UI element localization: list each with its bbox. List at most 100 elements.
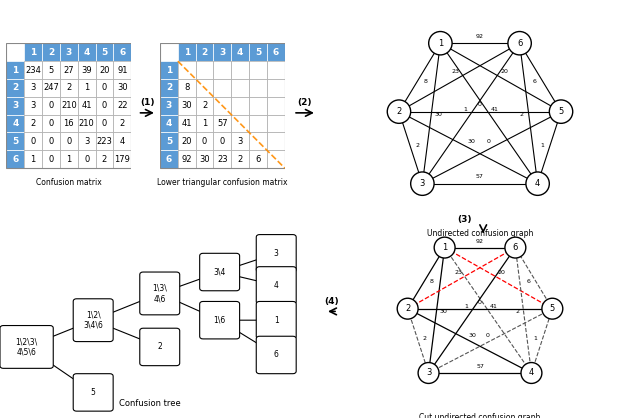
Text: 2: 2 — [120, 119, 125, 128]
Bar — [113, 61, 131, 79]
Bar — [214, 115, 231, 133]
Text: 0: 0 — [66, 137, 72, 146]
Bar — [196, 115, 214, 133]
Bar — [196, 79, 214, 97]
Bar — [42, 79, 60, 97]
Bar — [6, 97, 24, 115]
Text: 4: 4 — [529, 369, 534, 377]
Text: 3: 3 — [166, 101, 172, 110]
Text: 30: 30 — [117, 84, 127, 92]
Bar — [6, 43, 131, 168]
Text: 20: 20 — [498, 270, 506, 275]
Bar — [196, 43, 214, 61]
Text: 23: 23 — [454, 270, 462, 275]
Bar — [24, 97, 42, 115]
FancyBboxPatch shape — [0, 326, 53, 368]
Text: 4: 4 — [12, 119, 19, 128]
Circle shape — [418, 362, 439, 383]
Text: 5: 5 — [550, 304, 555, 313]
Bar — [196, 61, 214, 79]
Bar — [113, 43, 131, 61]
Bar — [214, 79, 231, 97]
Text: 6: 6 — [12, 155, 19, 164]
Text: 2: 2 — [157, 342, 162, 352]
Text: 5: 5 — [255, 48, 261, 57]
FancyBboxPatch shape — [73, 299, 113, 342]
Text: 4: 4 — [83, 48, 90, 57]
Bar — [196, 150, 214, 168]
Text: 2: 2 — [12, 84, 19, 92]
Bar — [249, 43, 267, 61]
Text: 0: 0 — [478, 102, 482, 107]
Bar — [95, 133, 113, 150]
Text: 41: 41 — [490, 304, 497, 309]
FancyBboxPatch shape — [256, 267, 296, 304]
Text: 3: 3 — [66, 48, 72, 57]
Text: 57: 57 — [217, 119, 228, 128]
Text: 27: 27 — [63, 66, 74, 74]
Text: 0: 0 — [102, 101, 107, 110]
FancyBboxPatch shape — [140, 272, 180, 315]
Text: 0: 0 — [486, 139, 490, 144]
Text: 5: 5 — [166, 137, 172, 146]
Text: 4: 4 — [274, 281, 278, 290]
Text: 2: 2 — [31, 119, 36, 128]
Text: 2: 2 — [515, 308, 519, 314]
Text: 0: 0 — [49, 155, 54, 164]
Bar — [6, 133, 24, 150]
Bar — [231, 79, 249, 97]
Bar — [6, 150, 24, 168]
Text: 3: 3 — [31, 101, 36, 110]
Text: 2: 2 — [422, 336, 426, 342]
Text: 210: 210 — [79, 119, 95, 128]
Bar — [60, 79, 77, 97]
Bar — [249, 133, 267, 150]
Text: 22: 22 — [117, 101, 127, 110]
Circle shape — [542, 298, 563, 319]
FancyBboxPatch shape — [256, 336, 296, 374]
Bar — [60, 150, 77, 168]
Text: 20: 20 — [182, 137, 192, 146]
Bar — [178, 61, 196, 79]
Bar — [267, 97, 285, 115]
Text: 3\4: 3\4 — [214, 268, 226, 277]
Text: 3: 3 — [237, 137, 243, 146]
Text: 6: 6 — [513, 243, 518, 252]
Bar — [231, 133, 249, 150]
Bar — [178, 79, 196, 97]
Bar — [113, 115, 131, 133]
Text: Confusion matrix: Confusion matrix — [36, 178, 102, 187]
Text: 1: 1 — [463, 107, 467, 112]
Text: 1\3\
4\6: 1\3\ 4\6 — [152, 284, 167, 303]
Text: 2: 2 — [102, 155, 107, 164]
Bar — [267, 61, 285, 79]
Bar — [214, 97, 231, 115]
Text: 91: 91 — [117, 66, 127, 74]
Text: (3): (3) — [457, 214, 472, 224]
Bar — [113, 79, 131, 97]
Text: 3: 3 — [31, 84, 36, 92]
Text: 92: 92 — [182, 155, 192, 164]
Bar — [95, 97, 113, 115]
Text: 210: 210 — [61, 101, 77, 110]
Bar — [196, 133, 214, 150]
Text: 0: 0 — [49, 101, 54, 110]
Text: 1: 1 — [184, 48, 190, 57]
Text: 6: 6 — [166, 155, 172, 164]
Text: 1: 1 — [202, 119, 207, 128]
Text: 30: 30 — [468, 139, 476, 144]
Circle shape — [505, 237, 526, 258]
Text: 41: 41 — [81, 101, 92, 110]
Text: 5: 5 — [12, 137, 19, 146]
Text: 41: 41 — [491, 107, 499, 112]
Bar — [24, 150, 42, 168]
Bar — [160, 43, 285, 168]
Bar — [24, 115, 42, 133]
Bar — [196, 97, 214, 115]
Bar — [214, 43, 231, 61]
Bar — [214, 133, 231, 150]
Bar — [42, 150, 60, 168]
Bar — [42, 43, 60, 61]
Text: 2: 2 — [396, 107, 401, 116]
Text: 57: 57 — [476, 174, 484, 179]
